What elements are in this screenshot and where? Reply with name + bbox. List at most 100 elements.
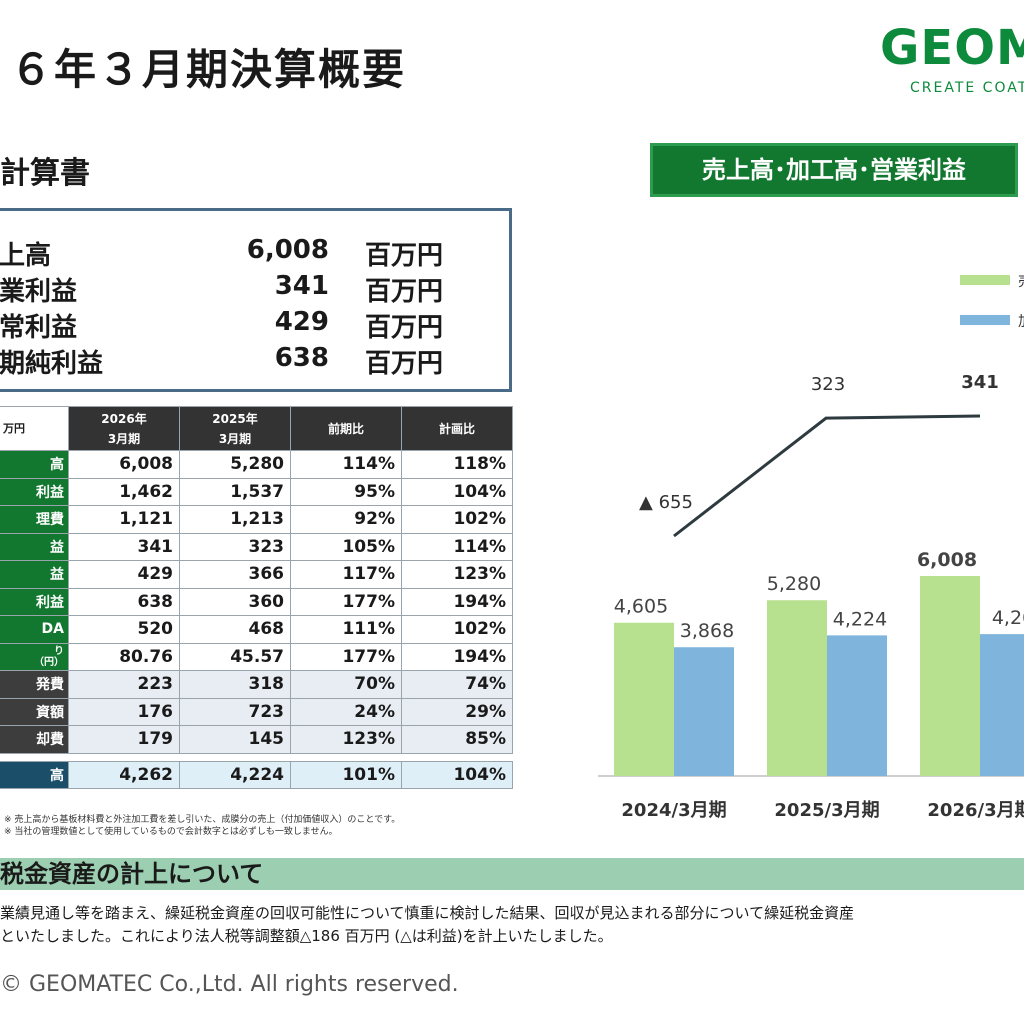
- table-row: 益 341 323 105% 114%: [0, 532, 513, 561]
- row-label: り （円）: [0, 642, 69, 671]
- table-cell: 74%: [401, 670, 513, 699]
- note-line: ※ 当社の管理数値として使用しているもので会計数字とは必ずしも一致しません。: [4, 827, 338, 837]
- table-cell: 5,280: [179, 450, 291, 479]
- table-cell: 429: [68, 560, 180, 589]
- row-label: 益: [0, 560, 69, 589]
- table-cell: 104%: [401, 477, 513, 506]
- table-cell: 1,213: [179, 505, 291, 534]
- bar: [614, 622, 674, 776]
- summary-label: 期純利益: [0, 349, 104, 379]
- copyright-footer: © GEOMATEC Co.,Ltd. All rights reserved.: [0, 972, 459, 997]
- deferred-tax-title: 税金資産の計上について: [0, 860, 264, 888]
- table-cell: 114%: [401, 532, 513, 561]
- page-title: ６年３月期決算概要: [10, 45, 407, 94]
- table-cell: 1,121: [68, 505, 180, 534]
- row-label: 理費: [0, 505, 69, 534]
- category-label: 2025/3月期: [774, 800, 879, 821]
- line-label: 341: [961, 372, 999, 393]
- bar-label: 4,605: [614, 596, 668, 618]
- column-header: 計画比: [401, 406, 513, 451]
- geomatec-logo: GEOM CREATE COATI: [880, 18, 1024, 108]
- row-label: 発費: [0, 670, 69, 699]
- summary-box: 上高 6,008 百万円 業利益 341 百万円 常利益 429 百万円 期純利…: [0, 208, 512, 392]
- table-cell: 177%: [290, 587, 402, 616]
- body-line: 業績見通し等を踏まえ、繰延税金資産の回収可能性について慎重に検討した結果、回収が…: [0, 904, 855, 922]
- table-cell: 194%: [401, 587, 513, 616]
- bar: [980, 634, 1024, 776]
- table-cell: 105%: [290, 532, 402, 561]
- line-label: ▲ 655: [639, 492, 693, 513]
- table-cell: 24%: [290, 697, 402, 726]
- category-label: 2026/3月期: [927, 800, 1024, 821]
- summary-row-net-profit: 期純利益 638 百万円: [0, 343, 509, 379]
- table-cell: 70%: [290, 670, 402, 699]
- table-cell: 194%: [401, 642, 513, 671]
- table-cell: 1,537: [179, 477, 291, 506]
- table-cell: 123%: [401, 560, 513, 589]
- table-cell: 29%: [401, 697, 513, 726]
- table-row: 利益 1,462 1,537 95% 104%: [0, 477, 513, 506]
- table-spacer: [0, 753, 513, 761]
- table-cell: 4,224: [179, 760, 291, 789]
- summary-label: 上高: [0, 241, 52, 271]
- table-row: 理費 1,121 1,213 92% 102%: [0, 505, 513, 534]
- table-row: DA 520 468 111% 102%: [0, 615, 513, 644]
- operating-profit-line: [673, 414, 981, 538]
- table-cell: 101%: [290, 760, 402, 789]
- bar-label: 4,26: [992, 607, 1024, 629]
- table-cell: 117%: [290, 560, 402, 589]
- note-line: ※ 売上高から基板材料費と外注加工費を差し引いた、成膜分の売上（付加価値収入）の…: [4, 815, 401, 825]
- table-cell: 341: [68, 532, 180, 561]
- deferred-tax-text: 業績見通し等を踏まえ、繰延税金資産の回収可能性について慎重に検討した結果、回収が…: [0, 902, 854, 948]
- bar-label: 4,224: [833, 608, 887, 630]
- table-row-processing: 高 4,262 4,224 101% 104%: [0, 760, 513, 789]
- summary-row-operating-profit: 業利益 341 百万円: [0, 271, 509, 307]
- summary-value: 341: [274, 271, 329, 301]
- summary-unit: 百万円: [365, 313, 444, 343]
- legend-swatch: [960, 275, 1010, 285]
- summary-row-ordinary-profit: 常利益 429 百万円: [0, 307, 509, 343]
- sales-chart: 売加 4,605 5,280 6,008 3,868 4,224 4,26 2024/3月期 2…: [598, 274, 1024, 821]
- table-cell: 118%: [401, 450, 513, 479]
- row-label: 資額: [0, 697, 69, 726]
- table-cell: 92%: [290, 505, 402, 534]
- table-cell: 4,262: [68, 760, 180, 789]
- summary-unit: 百万円: [365, 277, 444, 307]
- bar: [674, 647, 734, 776]
- table-cell: 1,462: [68, 477, 180, 506]
- table-cell: 85%: [401, 725, 513, 754]
- section-title: 計算書: [0, 156, 90, 191]
- row-label: 高: [0, 450, 69, 479]
- legend-label: 売: [1018, 274, 1024, 290]
- summary-value: 429: [274, 307, 329, 337]
- table-notes: ※ 売上高から基板材料費と外注加工費を差し引いた、成膜分の売上（付加価値収入）の…: [4, 814, 400, 838]
- row-label: 利益: [0, 477, 69, 506]
- table-row: 発費 223 318 70% 74%: [0, 670, 513, 699]
- table-cell: 323: [179, 532, 291, 561]
- category-label: 2024/3月期: [621, 800, 726, 821]
- column-header: 2026年 3月期: [68, 406, 180, 451]
- table-row: 益 429 366 117% 123%: [0, 560, 513, 589]
- table-cell: 520: [68, 615, 180, 644]
- financial-table: 万円 2026年 3月期 2025年 3月期 前期比 計画比 高 6,008 5,2…: [0, 406, 513, 789]
- table-row: 資額 176 723 24% 29%: [0, 697, 513, 726]
- column-header: 2025年 3月期: [179, 406, 291, 451]
- table-cell: 102%: [401, 505, 513, 534]
- bar: [920, 576, 980, 776]
- row-label: 高: [0, 760, 69, 789]
- legend-swatch: [960, 315, 1010, 325]
- logo-text: GEOM: [880, 20, 1024, 76]
- summary-unit: 百万円: [365, 241, 444, 271]
- table-cell: 95%: [290, 477, 402, 506]
- legend-label: 加: [1018, 314, 1024, 330]
- column-header: 前期比: [290, 406, 402, 451]
- summary-value: 638: [274, 343, 329, 373]
- table-cell: 223: [68, 670, 180, 699]
- table-cell: 468: [179, 615, 291, 644]
- table-unit: 万円: [0, 406, 69, 451]
- row-label: 益: [0, 532, 69, 561]
- table-cell: 360: [179, 587, 291, 616]
- table-cell: 179: [68, 725, 180, 754]
- table-cell: 176: [68, 697, 180, 726]
- table-cell: 104%: [401, 760, 513, 789]
